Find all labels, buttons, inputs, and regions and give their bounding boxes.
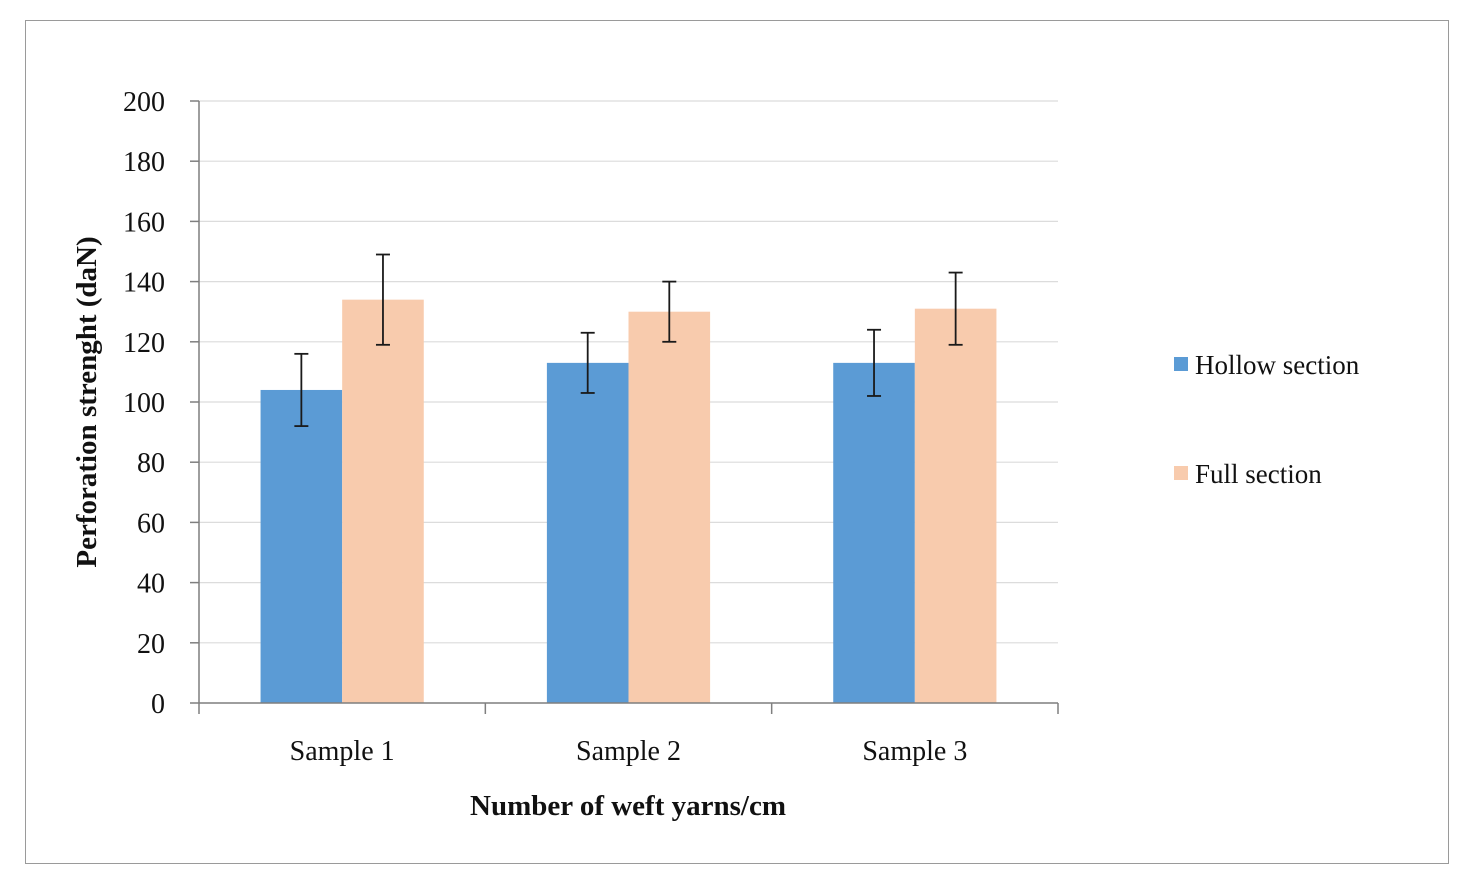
x-tick-label: Sample 1 [290,736,395,767]
y-tick-label: 200 [123,87,165,118]
legend-label-full: Full section [1195,459,1322,489]
legend-swatch-full [1174,466,1188,480]
y-tick-label: 40 [137,569,165,600]
y-tick-label: 100 [123,388,165,419]
legend: Hollow section Full section [1174,350,1360,489]
y-tick-label: 160 [123,207,165,238]
bar-full-section-3 [914,308,997,703]
x-axis-title: Number of weft yarns/cm [470,790,786,822]
y-tick-label: 180 [123,147,165,178]
error-bars [294,253,963,427]
y-tick-label: 0 [151,689,165,720]
y-tick-label: 60 [137,508,165,539]
y-tick-label: 80 [137,448,165,479]
y-axis-title: Perforation strenght (daN) [71,236,103,567]
bar-full-section-2 [628,311,711,703]
x-tick-labels: Sample 1 Sample 2 Sample 3 [290,736,968,767]
legend-label-hollow: Hollow section [1195,350,1360,380]
y-tick-labels: 0 20 40 60 80 100 120 140 160 180 200 [123,87,165,720]
x-tick-label: Sample 2 [576,736,681,767]
bar-hollow-section-3 [833,362,915,703]
x-tick-label: Sample 3 [862,736,967,767]
axes [190,100,1059,714]
bar-full-section-1 [342,299,424,703]
y-tick-label: 20 [137,629,165,660]
bars [260,299,997,703]
bar-hollow-section-2 [546,362,629,703]
legend-swatch-hollow [1174,357,1188,371]
y-tick-label: 140 [123,268,165,299]
bar-hollow-section-1 [260,389,343,703]
y-tick-label: 120 [123,328,165,359]
